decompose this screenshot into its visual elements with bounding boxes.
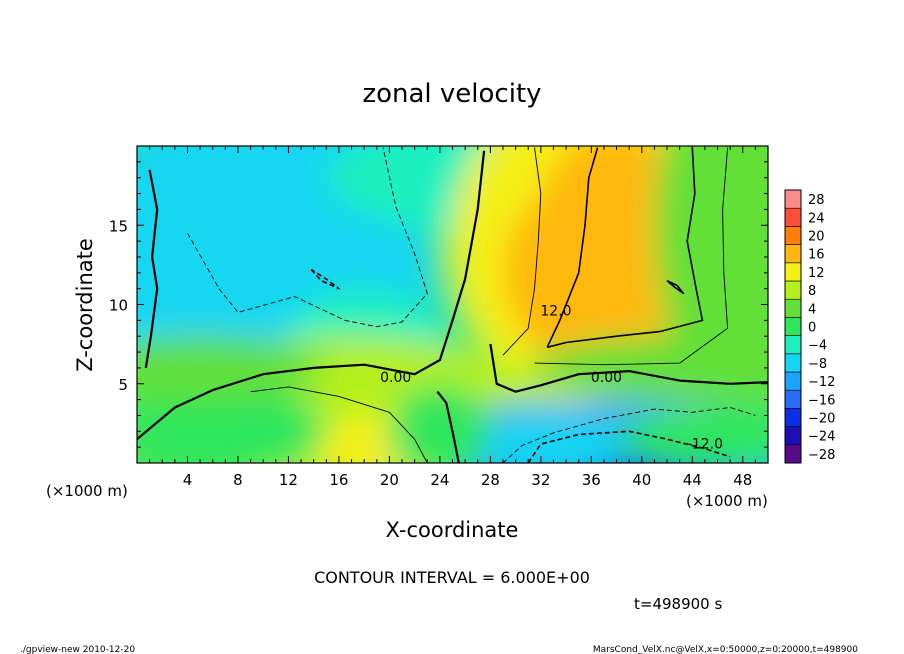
x-tick-label: 28 xyxy=(481,471,500,489)
footer-left: ./gpview-new 2010-12-20 xyxy=(20,645,135,654)
footer-right: MarsCond_VelX.nc@VelX,x=0:50000,z=0:2000… xyxy=(593,645,858,654)
contour-line-12 xyxy=(547,147,704,349)
field-blob xyxy=(389,383,491,463)
contour-label: 0.00 xyxy=(591,370,622,386)
colorbar-swatch xyxy=(784,371,802,391)
x-tick-label: 40 xyxy=(632,471,651,489)
contour-lines xyxy=(137,147,768,463)
contour-line-0 xyxy=(144,169,159,369)
contour-line-6 xyxy=(250,386,428,463)
colorbar-tick-label: 28 xyxy=(808,193,825,208)
colorbar-tick-label: 4 xyxy=(808,302,816,317)
contour-line--6 xyxy=(187,147,428,328)
x-tick-label: 12 xyxy=(279,471,298,489)
colorbar-swatch xyxy=(784,317,802,336)
colorbar-swatch xyxy=(784,207,802,227)
contour-label: 0.00 xyxy=(380,370,411,386)
y-axis-ticks: 5 10 15 xyxy=(109,161,768,448)
colorbar-tick-label: −20 xyxy=(808,412,835,427)
colorbar-swatch xyxy=(784,444,802,464)
colorbar-tick-label: 20 xyxy=(808,230,825,245)
x-tick-label: 4 xyxy=(183,471,193,489)
colorbar-tick-label: −24 xyxy=(808,430,835,445)
colorbar-tick-label: −8 xyxy=(808,357,827,372)
colorbar xyxy=(784,189,802,464)
x-tick-label: 16 xyxy=(329,471,348,489)
colorbar-swatch xyxy=(784,353,802,373)
contour-label: 12.0 xyxy=(540,304,571,320)
colorbar-swatch xyxy=(784,298,802,318)
contour-line--12 xyxy=(527,430,731,463)
y-tick-label: 5 xyxy=(118,376,128,394)
colorbar-swatch xyxy=(784,189,802,209)
colorbar-tick-label: −4 xyxy=(808,339,827,354)
y-axis-label: Z-coordinate xyxy=(73,238,97,372)
colorbar-swatch xyxy=(784,226,802,245)
plot-area: 0.00 0.00 12.0 -12.0 xyxy=(137,146,768,463)
contour-line-0 xyxy=(489,343,768,393)
contour-line-0 xyxy=(137,150,486,441)
x-unit-right: (×1000 m) xyxy=(686,492,768,510)
field-blob xyxy=(540,146,693,289)
colorbar-frame xyxy=(784,189,802,464)
field-blob xyxy=(616,407,768,463)
contour-line-6 xyxy=(534,147,729,366)
colorbar-swatch xyxy=(784,389,802,409)
x-tick-label: 20 xyxy=(380,471,399,489)
field-blob xyxy=(137,336,327,400)
field-blob xyxy=(477,415,630,463)
colorbar-swatch xyxy=(784,262,802,282)
colorbar-tick-label: 24 xyxy=(808,211,825,226)
field-blob xyxy=(654,146,768,400)
contour-line-0 xyxy=(436,391,460,463)
colorbar-tick-label: 0 xyxy=(808,321,816,336)
contour-line-12 xyxy=(666,279,685,295)
colorbar-tick-label: −28 xyxy=(808,448,835,463)
x-tick-label: 8 xyxy=(233,471,243,489)
x-tick-label: 32 xyxy=(531,471,550,489)
x-tick-label: 24 xyxy=(430,471,449,489)
velocity-field xyxy=(137,146,768,463)
y-tick-label: 15 xyxy=(109,217,128,235)
contour-line-12 xyxy=(546,147,599,348)
colorbar-swatch xyxy=(784,335,802,355)
contour-line-6 xyxy=(502,147,542,356)
x-tick-label: 44 xyxy=(683,471,702,489)
time-stamp: t=498900 s xyxy=(634,595,722,613)
colorbar-swatch xyxy=(784,408,802,427)
y-tick-label: 10 xyxy=(109,297,128,315)
field-blob xyxy=(528,336,768,400)
contour-line--12 xyxy=(310,268,340,290)
x-axis-label: X-coordinate xyxy=(386,518,519,542)
contour-line--6 xyxy=(502,407,756,463)
colorbar-ticks: 28 24 20 16 12 8 4 0 −4 −8 −12 −16 −20 −24 −28 xyxy=(808,193,835,463)
colorbar-swatch xyxy=(784,280,802,300)
contour-interval-note: CONTOUR INTERVAL = 6.000E+00 xyxy=(314,568,590,587)
colorbar-tick-label: −12 xyxy=(808,375,835,390)
contour-labels: 0.00 0.00 12.0 -12.0 xyxy=(380,304,723,453)
contour-label: -12.0 xyxy=(687,437,723,453)
colorbar-tick-label: 12 xyxy=(808,266,825,281)
colorbar-tick-label: 16 xyxy=(808,248,825,263)
x-tick-label: 36 xyxy=(582,471,601,489)
colorbar-tick-label: 8 xyxy=(808,284,816,299)
colorbar-swatch xyxy=(784,426,802,446)
chart-title: zonal velocity xyxy=(362,79,541,109)
x-tick-label: 48 xyxy=(733,471,752,489)
x-axis-ticks: 4 8 12 16 20 24 28 32 36 40 44 48 xyxy=(149,146,756,489)
colorbar-tick-label: −16 xyxy=(808,393,835,408)
colorbar-swatch xyxy=(784,244,802,264)
x-unit-left: (×1000 m) xyxy=(46,482,128,500)
